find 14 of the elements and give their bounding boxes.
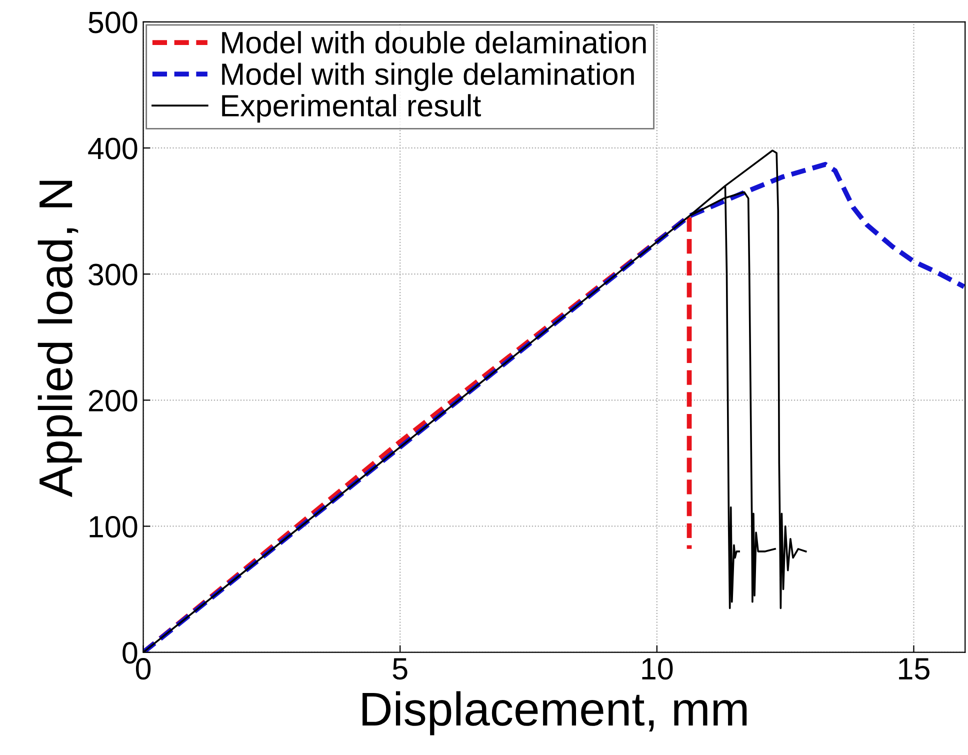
legend-label: Model with single delamination: [222, 62, 634, 92]
y-tick-label: 300: [88, 264, 138, 286]
y-tick-label: 200: [88, 390, 138, 412]
y-tick-label: 100: [90, 516, 138, 538]
y-tick-label: 400: [88, 138, 138, 160]
y-tick-label: 500: [88, 12, 138, 34]
y-tick-label: 0: [122, 642, 138, 664]
x-tick-label: 15: [899, 658, 930, 680]
x-axis-title: Displacement, mm: [362, 691, 747, 736]
x-tick-label: 10: [642, 658, 673, 680]
legend-label: Model with double delamination: [222, 31, 646, 54]
legend-label: Experimental result: [222, 94, 481, 123]
y-axis-title: Applied load, N: [38, 180, 82, 498]
x-tick-label: 5: [392, 658, 408, 680]
